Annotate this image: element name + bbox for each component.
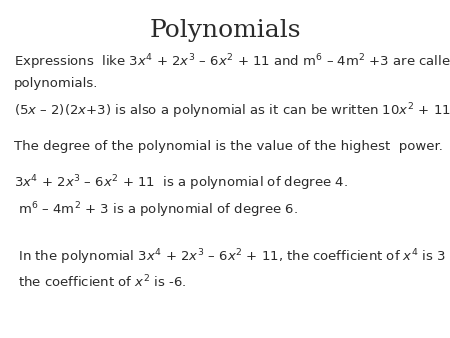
Text: Expressions  like 3$x^4$ + 2$x^3$ – 6$x^2$ + 11 and m$^6$ – 4m$^2$ +3 are called: Expressions like 3$x^4$ + 2$x^3$ – 6$x^2… [14,52,450,90]
Text: Polynomials: Polynomials [149,19,301,42]
Text: 3$x^4$ + 2$x^3$ – 6$x^2$ + 11  is a polynomial of degree 4.: 3$x^4$ + 2$x^3$ – 6$x^2$ + 11 is a polyn… [14,173,347,193]
Text: The degree of the polynomial is the value of the highest  power.: The degree of the polynomial is the valu… [14,140,442,153]
Text: (5$x$ – 2)(2$x$+3) is also a polynomial as it can be written 10$x^2$ + 11$x$ - 6: (5$x$ – 2)(2$x$+3) is also a polynomial … [14,101,450,121]
Text: In the polynomial 3$x^4$ + 2$x^3$ – 6$x^2$ + 11, the coefficient of $x^4$ is 3 a: In the polynomial 3$x^4$ + 2$x^3$ – 6$x^… [14,247,450,290]
Text: m$^6$ – 4m$^2$ + 3 is a polynomial of degree 6.: m$^6$ – 4m$^2$ + 3 is a polynomial of de… [14,200,297,220]
